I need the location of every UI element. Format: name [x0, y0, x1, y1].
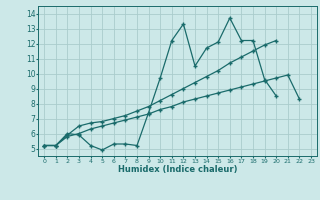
X-axis label: Humidex (Indice chaleur): Humidex (Indice chaleur) — [118, 165, 237, 174]
